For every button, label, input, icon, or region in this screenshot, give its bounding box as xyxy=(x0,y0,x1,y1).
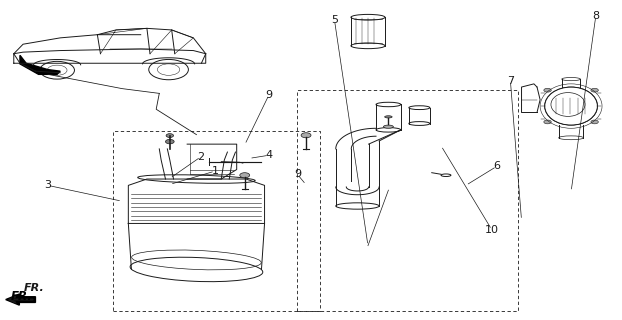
Circle shape xyxy=(240,173,249,178)
Text: 9: 9 xyxy=(266,90,272,100)
Text: 4: 4 xyxy=(266,150,272,160)
Circle shape xyxy=(591,120,598,124)
Text: 1: 1 xyxy=(211,166,218,176)
Text: 9: 9 xyxy=(294,169,301,179)
Circle shape xyxy=(544,88,551,92)
Text: 6: 6 xyxy=(493,161,500,171)
Ellipse shape xyxy=(384,116,392,118)
Ellipse shape xyxy=(383,125,393,128)
Circle shape xyxy=(166,134,174,138)
Text: 3: 3 xyxy=(44,180,52,190)
Circle shape xyxy=(544,120,551,124)
Text: 2: 2 xyxy=(197,152,205,162)
Bar xyxy=(297,90,519,311)
FancyArrow shape xyxy=(6,294,35,305)
Circle shape xyxy=(591,88,598,92)
Bar xyxy=(113,132,320,311)
Circle shape xyxy=(301,133,311,138)
Text: FR.: FR. xyxy=(11,290,32,303)
Text: 8: 8 xyxy=(592,11,600,21)
Polygon shape xyxy=(20,55,60,74)
Text: FR.: FR. xyxy=(24,283,45,292)
Text: 7: 7 xyxy=(507,76,514,86)
Text: 5: 5 xyxy=(331,15,338,25)
Circle shape xyxy=(165,140,174,144)
Text: 10: 10 xyxy=(485,225,499,235)
